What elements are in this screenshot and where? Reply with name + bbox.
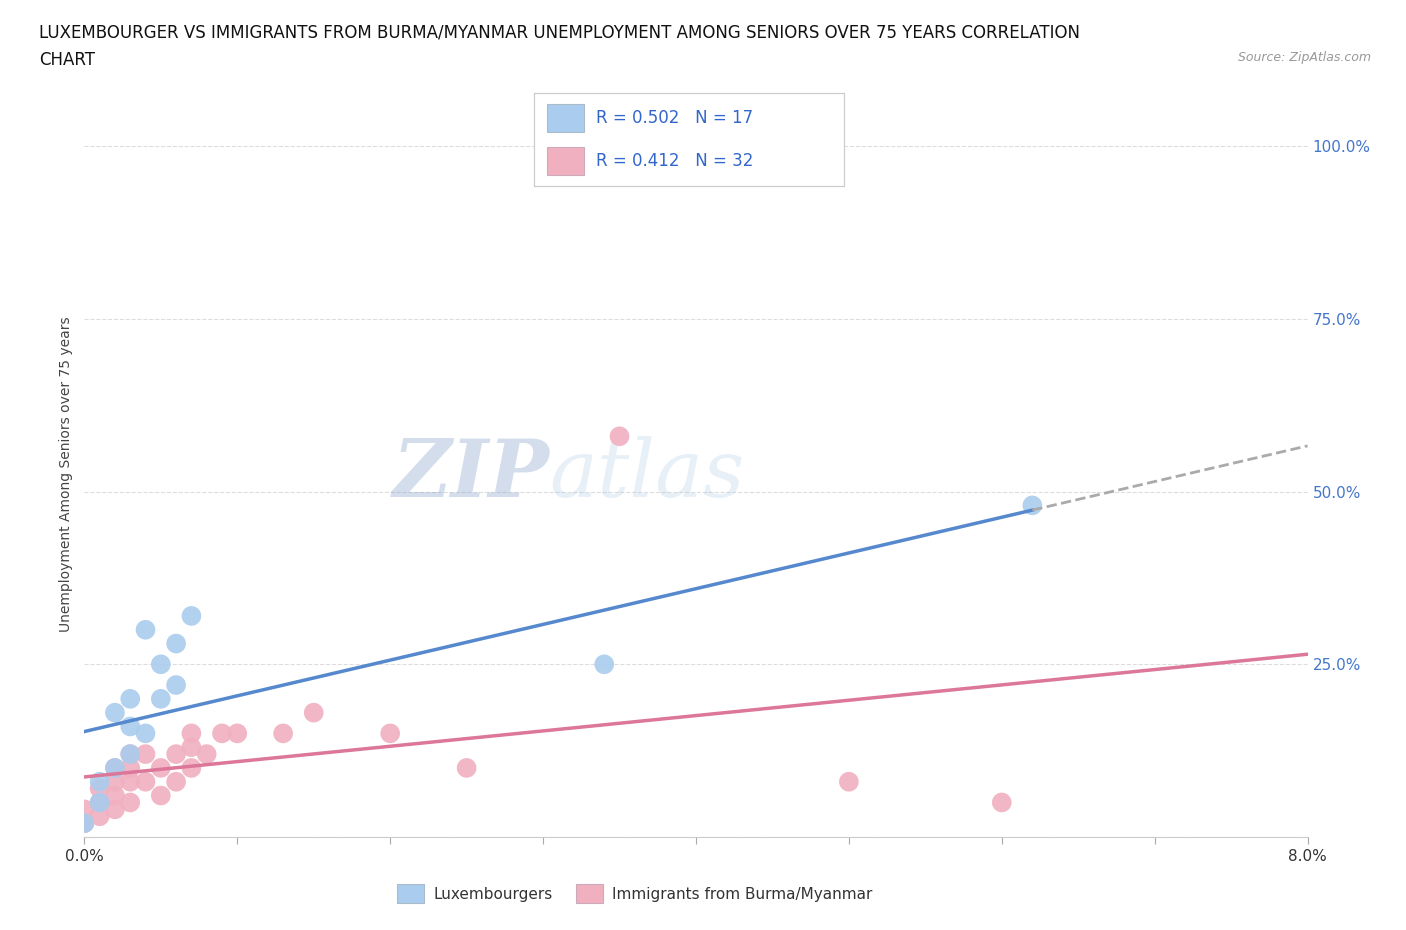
Point bbox=[135, 775, 157, 790]
Point bbox=[135, 726, 157, 741]
Point bbox=[990, 795, 1012, 810]
Point bbox=[165, 636, 187, 651]
Point bbox=[1021, 498, 1043, 512]
Point bbox=[120, 719, 142, 734]
Point bbox=[456, 761, 478, 776]
Point bbox=[89, 781, 111, 796]
Point bbox=[104, 705, 127, 720]
FancyBboxPatch shape bbox=[547, 104, 583, 132]
Point bbox=[120, 761, 142, 776]
Point bbox=[165, 678, 187, 693]
Text: R = 0.412   N = 32: R = 0.412 N = 32 bbox=[596, 152, 754, 170]
Point bbox=[180, 739, 202, 754]
Text: LUXEMBOURGER VS IMMIGRANTS FROM BURMA/MYANMAR UNEMPLOYMENT AMONG SENIORS OVER 75: LUXEMBOURGER VS IMMIGRANTS FROM BURMA/MY… bbox=[39, 23, 1080, 41]
Point bbox=[104, 802, 127, 817]
Point bbox=[73, 816, 96, 830]
Point bbox=[195, 747, 218, 762]
Point bbox=[89, 775, 111, 790]
Point bbox=[120, 747, 142, 762]
Point bbox=[73, 802, 96, 817]
Point bbox=[104, 761, 127, 776]
Point bbox=[226, 726, 249, 741]
Point bbox=[89, 795, 111, 810]
Point bbox=[104, 788, 127, 803]
Point bbox=[165, 775, 187, 790]
Text: R = 0.502   N = 17: R = 0.502 N = 17 bbox=[596, 109, 754, 127]
Point bbox=[271, 726, 294, 741]
Point bbox=[211, 726, 233, 741]
Point bbox=[120, 795, 142, 810]
Point bbox=[149, 657, 172, 671]
Point bbox=[149, 691, 172, 706]
Point bbox=[120, 747, 142, 762]
Legend: Luxembourgers, Immigrants from Burma/Myanmar: Luxembourgers, Immigrants from Burma/Mya… bbox=[391, 878, 879, 910]
Point bbox=[380, 726, 402, 741]
Point bbox=[135, 622, 157, 637]
Point bbox=[838, 775, 860, 790]
Point bbox=[104, 761, 127, 776]
Point bbox=[73, 816, 96, 830]
Point bbox=[609, 429, 631, 444]
Point bbox=[89, 809, 111, 824]
Point bbox=[149, 761, 172, 776]
Point bbox=[180, 726, 202, 741]
Point bbox=[89, 795, 111, 810]
Point bbox=[135, 747, 157, 762]
Point bbox=[149, 788, 172, 803]
Point bbox=[302, 705, 325, 720]
Point bbox=[180, 761, 202, 776]
Point bbox=[104, 775, 127, 790]
Text: CHART: CHART bbox=[39, 51, 96, 69]
Point bbox=[165, 747, 187, 762]
Point bbox=[180, 608, 202, 623]
FancyBboxPatch shape bbox=[547, 147, 583, 175]
Point bbox=[120, 691, 142, 706]
Y-axis label: Unemployment Among Seniors over 75 years: Unemployment Among Seniors over 75 years bbox=[59, 316, 73, 632]
Point bbox=[120, 775, 142, 790]
Text: atlas: atlas bbox=[550, 435, 745, 513]
Text: Source: ZipAtlas.com: Source: ZipAtlas.com bbox=[1237, 51, 1371, 64]
Point bbox=[593, 657, 616, 671]
Text: ZIP: ZIP bbox=[392, 435, 550, 513]
